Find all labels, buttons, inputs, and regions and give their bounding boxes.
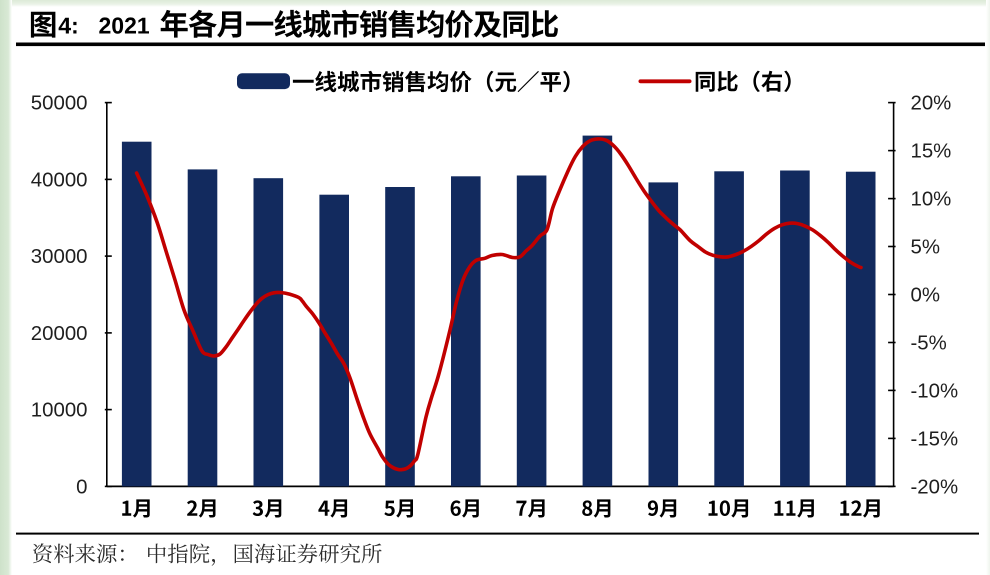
svg-text:20%: 20% [911, 93, 952, 115]
svg-text:-10%: -10% [911, 380, 959, 402]
svg-text:-20%: -20% [911, 476, 959, 498]
svg-text:20000: 20000 [31, 323, 88, 345]
svg-text:0%: 0% [911, 285, 940, 307]
svg-text:-5%: -5% [911, 333, 947, 355]
svg-text:30000: 30000 [31, 246, 88, 268]
svg-text:10000: 10000 [31, 400, 88, 422]
svg-text:15%: 15% [911, 141, 952, 163]
svg-text:40000: 40000 [31, 169, 88, 191]
svg-text:50000: 50000 [31, 93, 88, 115]
svg-text:10%: 10% [911, 189, 952, 211]
svg-text:0: 0 [76, 476, 87, 498]
svg-text:-15%: -15% [911, 428, 959, 450]
svg-text:5%: 5% [911, 237, 940, 259]
